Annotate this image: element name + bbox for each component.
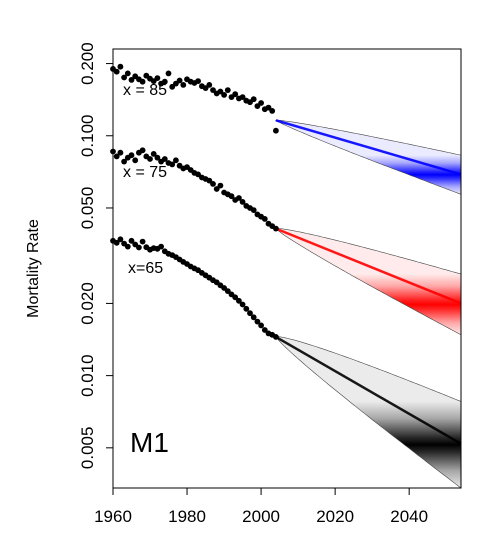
data-point (147, 156, 153, 162)
data-point (265, 104, 272, 111)
data-point (210, 181, 216, 187)
data-point (195, 78, 202, 84)
data-point (139, 78, 146, 85)
data-point (250, 314, 257, 321)
forecast-fans (274, 119, 462, 489)
data-point (228, 193, 235, 200)
forecast-fan (275, 336, 462, 489)
data-point (132, 157, 139, 164)
data-point (269, 108, 276, 114)
data-point (239, 94, 246, 100)
x-tick-label: 1960 (94, 507, 132, 526)
data-point (124, 243, 131, 250)
data-point (121, 158, 127, 165)
data-point (113, 68, 120, 75)
data-point (254, 318, 261, 325)
data-point (169, 161, 176, 168)
data-point (113, 239, 120, 246)
data-point (261, 216, 268, 222)
data-point (113, 153, 120, 160)
forecast-median-line (275, 227, 462, 305)
data-point (217, 88, 224, 95)
data-point (210, 87, 216, 93)
data-point (239, 199, 246, 205)
data-point (154, 154, 161, 161)
data-point (180, 82, 187, 88)
y-tick-label: 0.010 (78, 354, 97, 397)
data-point (176, 77, 183, 84)
y-tick-label: 0.100 (78, 114, 97, 157)
data-point (158, 243, 165, 250)
x-tick-label: 1980 (168, 507, 206, 526)
panel-label: M1 (130, 427, 169, 458)
forecast-median-line (275, 335, 462, 445)
series-label: x = 75 (123, 164, 167, 181)
data-point (250, 207, 257, 214)
data-point (154, 75, 161, 81)
data-point (273, 127, 279, 134)
data-point (224, 87, 231, 93)
data-point (139, 238, 146, 245)
data-point (161, 156, 168, 162)
data-point (232, 294, 239, 301)
forecast-median-line (275, 119, 462, 176)
y-tick-label: 0.020 (78, 282, 97, 325)
data-point (117, 63, 124, 70)
data-point (232, 91, 239, 98)
y-tick-label: 0.050 (78, 187, 97, 230)
y-tick-label: 0.200 (78, 42, 97, 85)
x-tick-label: 2000 (242, 507, 280, 526)
data-point (224, 288, 231, 294)
data-point (150, 151, 157, 157)
forecast-fan (275, 228, 462, 336)
data-point (173, 157, 179, 164)
data-point (128, 152, 135, 159)
data-point (273, 334, 279, 340)
data-point (206, 177, 213, 184)
data-point (139, 147, 146, 154)
data-point (165, 70, 172, 77)
data-point (124, 70, 131, 77)
data-point (236, 195, 242, 201)
data-point (161, 78, 168, 85)
data-point (221, 92, 228, 98)
data-point (213, 186, 220, 192)
data-point (261, 327, 268, 333)
data-point (217, 182, 224, 189)
data-point (247, 310, 253, 317)
y-axis-title: Mortality Rate (25, 219, 42, 318)
data-point (136, 244, 142, 251)
data-point (243, 305, 250, 312)
data-point (273, 225, 279, 232)
data-point (128, 237, 135, 244)
data-point (117, 236, 124, 243)
x-tick-label: 2020 (316, 507, 354, 526)
x-tick-label: 2040 (390, 507, 428, 526)
data-point (128, 77, 135, 83)
data-point (206, 82, 213, 88)
series-label: x = 85 (123, 82, 167, 99)
annotations: Mortality Rate x = 85 x = 75 x=65 M1 (25, 82, 169, 458)
y-tick-label: 0.005 (78, 427, 97, 470)
observed-points (110, 63, 279, 340)
data-point (236, 297, 242, 304)
axes: 1960 1980 2000 2020 2040 0.005 0.010 0.020 0.050… (78, 42, 462, 526)
plot-frame (112, 48, 462, 489)
forecast-fan (274, 120, 462, 195)
data-point (258, 322, 264, 329)
series-label: x=65 (128, 260, 163, 277)
data-point (121, 74, 127, 81)
data-point (239, 301, 246, 308)
data-point (117, 149, 124, 156)
data-point (258, 100, 264, 106)
data-point (250, 96, 257, 103)
